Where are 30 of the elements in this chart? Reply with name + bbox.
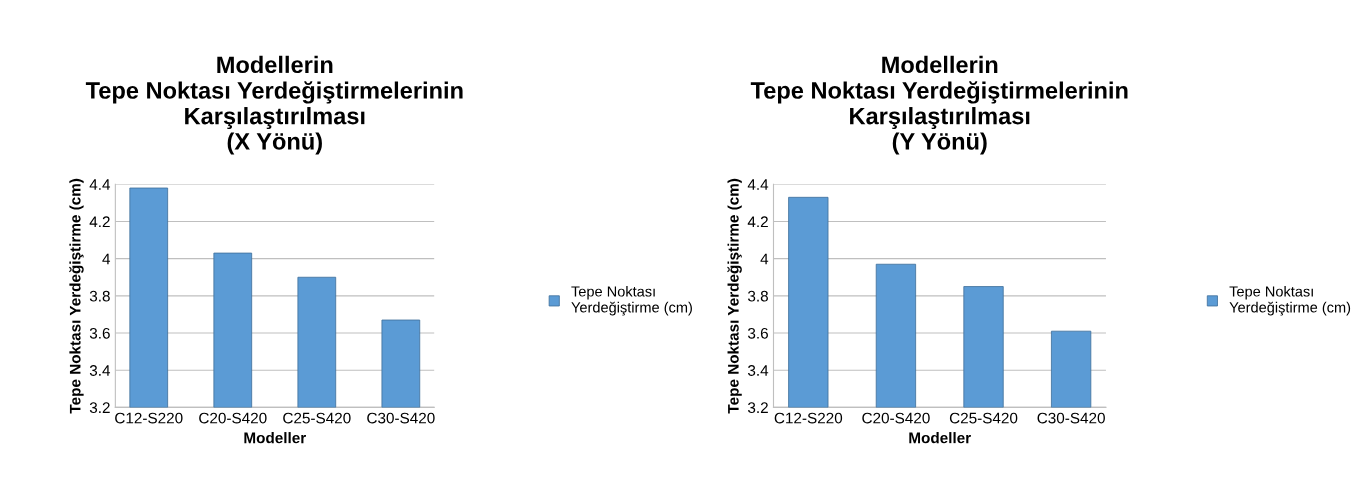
chart-title: Modellerin Tepe Noktası Yerdeğiştirmelerinin Karşılaştırılması (Y Yönü) bbox=[750, 55, 1128, 155]
x-tick-label: C12-S220 bbox=[774, 412, 843, 424]
y-tick-label: 3.2 bbox=[747, 402, 768, 414]
y-tick-label: 3.6 bbox=[747, 327, 768, 339]
x-tick-label: C20-S420 bbox=[199, 412, 267, 424]
y-tick-label: 3.4 bbox=[89, 365, 111, 376]
y-tick-label: 3.6 bbox=[89, 327, 110, 339]
x-axis-title: Modeller bbox=[244, 432, 306, 444]
y-tick-label: 4.4 bbox=[89, 179, 111, 190]
y-tick-label: 4 bbox=[102, 253, 111, 265]
x-tick-label: C30-S420 bbox=[1037, 412, 1105, 424]
y-axis-title: Tepe Noktası Yerdeğiştirme (cm) bbox=[727, 178, 742, 414]
y-tick-label: 3.8 bbox=[747, 290, 768, 302]
x-tick-label: C12-S220 bbox=[115, 412, 183, 424]
y-tick-label: 4.4 bbox=[747, 179, 769, 190]
x-tick-label: C25-S420 bbox=[283, 412, 351, 424]
y-tick-label: 4.2 bbox=[89, 216, 110, 228]
legend-label: Tepe Noktası Yerdeğiştirme (cm) bbox=[1229, 285, 1351, 316]
x-tick-label: C30-S420 bbox=[367, 412, 435, 424]
y-axis-title: Tepe Noktası Yerdeğiştirme (cm) bbox=[69, 178, 84, 414]
y-tick-label: 3.4 bbox=[747, 365, 769, 376]
y-tick-label: 4 bbox=[760, 253, 769, 265]
y-tick-label: 3.8 bbox=[89, 290, 110, 302]
legend-label: Tepe Noktası Yerdeğiştirme (cm) bbox=[571, 285, 692, 316]
chart-title: Modellerin Tepe Noktası Yerdeğiştirmelerinin Karşılaştırılması (X Yönü) bbox=[85, 55, 463, 155]
x-tick-label: C20-S420 bbox=[862, 412, 930, 424]
x-tick-label: C25-S420 bbox=[949, 412, 1018, 424]
x-axis-title: Modeller bbox=[909, 432, 971, 444]
y-tick-label: 3.2 bbox=[89, 402, 110, 414]
y-tick-label: 4.2 bbox=[747, 216, 768, 228]
